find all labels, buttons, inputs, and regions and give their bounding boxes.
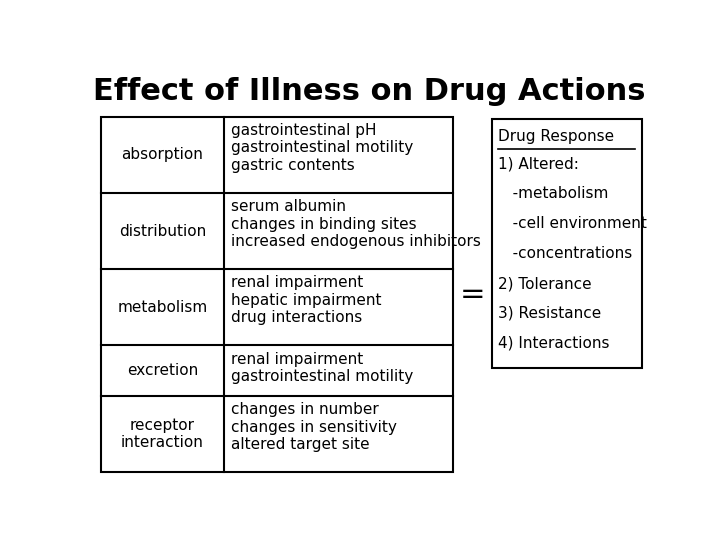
Text: -cell environment: -cell environment [498, 216, 647, 231]
Text: =: = [459, 280, 485, 309]
Text: gastrointestinal pH
gastrointestinal motility
gastric contents: gastrointestinal pH gastrointestinal mot… [230, 123, 413, 173]
Text: distribution: distribution [119, 224, 206, 239]
Text: -metabolism: -metabolism [498, 186, 609, 201]
FancyBboxPatch shape [492, 119, 642, 368]
Text: excretion: excretion [127, 363, 198, 378]
Text: Drug Response: Drug Response [498, 129, 615, 144]
Text: renal impairment
gastrointestinal motility: renal impairment gastrointestinal motili… [230, 352, 413, 384]
Text: 2) Tolerance: 2) Tolerance [498, 276, 592, 291]
Text: absorption: absorption [122, 147, 204, 163]
Text: 4) Interactions: 4) Interactions [498, 336, 610, 351]
Text: -concentrations: -concentrations [498, 246, 633, 261]
Text: metabolism: metabolism [117, 300, 207, 315]
Text: 3) Resistance: 3) Resistance [498, 306, 602, 321]
Text: renal impairment
hepatic impairment
drug interactions: renal impairment hepatic impairment drug… [230, 275, 381, 325]
Text: Effect of Illness on Drug Actions: Effect of Illness on Drug Actions [93, 77, 645, 106]
Text: changes in number
changes in sensitivity
altered target site: changes in number changes in sensitivity… [230, 402, 397, 452]
Text: receptor
interaction: receptor interaction [121, 418, 204, 450]
Text: serum albumin
changes in binding sites
increased endogenous inhibitors: serum albumin changes in binding sites i… [230, 199, 480, 249]
FancyBboxPatch shape [101, 117, 453, 472]
Text: 1) Altered:: 1) Altered: [498, 156, 580, 171]
